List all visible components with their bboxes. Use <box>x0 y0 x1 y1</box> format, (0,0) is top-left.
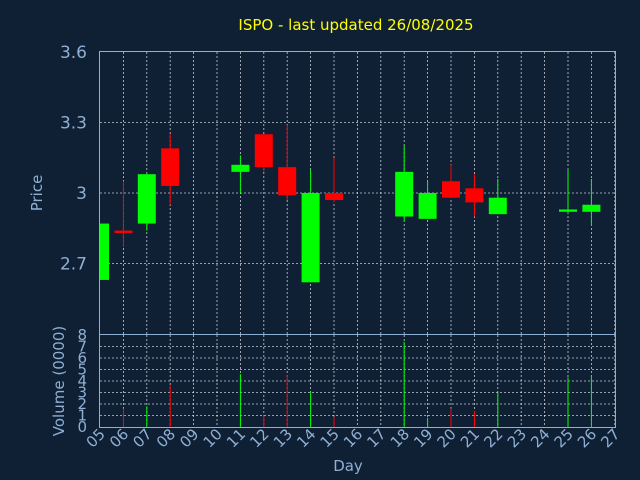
x-tick-label: 12 <box>246 425 272 451</box>
candle-body <box>100 223 109 280</box>
candle-body <box>395 171 414 217</box>
x-tick-label: 24 <box>527 425 553 451</box>
x-tick-label: 21 <box>457 425 483 451</box>
x-tick-label: 09 <box>176 425 202 451</box>
volume-axis-label: Volume (0000) <box>50 326 68 436</box>
x-tick-label: 26 <box>574 425 600 451</box>
candle-body <box>418 193 437 219</box>
price-candles <box>99 124 601 283</box>
volume-tick-label: 2 <box>77 395 87 413</box>
x-tick-label: 20 <box>434 425 460 451</box>
volume-tick-label: 1 <box>77 407 87 425</box>
x-tick-label: 06 <box>106 425 132 451</box>
x-tick-label: 10 <box>200 425 226 451</box>
volume-tick-label: 8 <box>77 326 87 344</box>
x-tick-label: 18 <box>387 425 413 451</box>
volume-gridlines <box>100 335 616 427</box>
price-tick-label: 3.3 <box>60 114 87 134</box>
x-tick-label: 11 <box>223 425 249 451</box>
candle-body <box>301 193 320 283</box>
x-tick-label: 23 <box>504 425 530 451</box>
x-tick-label: 07 <box>129 425 155 451</box>
x-tick-labels: 0506070809101112131415161718192021222324… <box>83 425 624 451</box>
price-tick-label: 3.6 <box>60 43 87 63</box>
candle-body <box>442 181 460 198</box>
volume-tick-label: 4 <box>77 372 87 390</box>
price-gridlines <box>100 52 616 334</box>
x-tick-label: 16 <box>340 425 366 451</box>
candle-body <box>137 174 156 224</box>
x-tick-label: 25 <box>551 425 577 451</box>
volume-tick-label: 5 <box>77 361 87 379</box>
x-tick-label: 08 <box>153 425 179 451</box>
x-tick-label: 14 <box>293 425 319 451</box>
candle-body <box>582 204 601 212</box>
price-tick-label: 2.7 <box>60 255 87 275</box>
candle-body <box>161 148 180 186</box>
price-tick-label: 3 <box>76 184 87 204</box>
x-tick-label: 15 <box>317 425 343 451</box>
x-tick-label: 27 <box>597 425 623 451</box>
volume-tick-label: 3 <box>77 384 87 402</box>
x-tick-label: 19 <box>410 425 436 451</box>
x-tick-label: 22 <box>480 425 506 451</box>
volume-panel-frame <box>99 334 616 428</box>
volume-tick-label: 0 <box>77 418 87 436</box>
price-axis-label: Price <box>28 175 46 212</box>
candle-body <box>278 167 297 196</box>
candle-body <box>465 188 484 203</box>
candle-body <box>325 193 343 201</box>
x-tick-label: 17 <box>363 425 389 451</box>
x-axis-label: Day <box>333 457 363 475</box>
volume-tick-label: 7 <box>77 338 87 356</box>
candle-body <box>559 209 577 212</box>
volume-bars <box>122 341 592 427</box>
chart-title: ISPO - last updated 26/08/2025 <box>238 16 473 34</box>
price-tick-labels: 2.7 3 3.3 3.6 <box>60 43 87 275</box>
volume-tick-label: 6 <box>77 349 87 367</box>
candle-body <box>488 197 507 215</box>
candle-body <box>254 134 273 168</box>
candle-body <box>231 164 250 172</box>
candle-body <box>114 230 133 233</box>
x-tick-label: 13 <box>270 425 296 451</box>
